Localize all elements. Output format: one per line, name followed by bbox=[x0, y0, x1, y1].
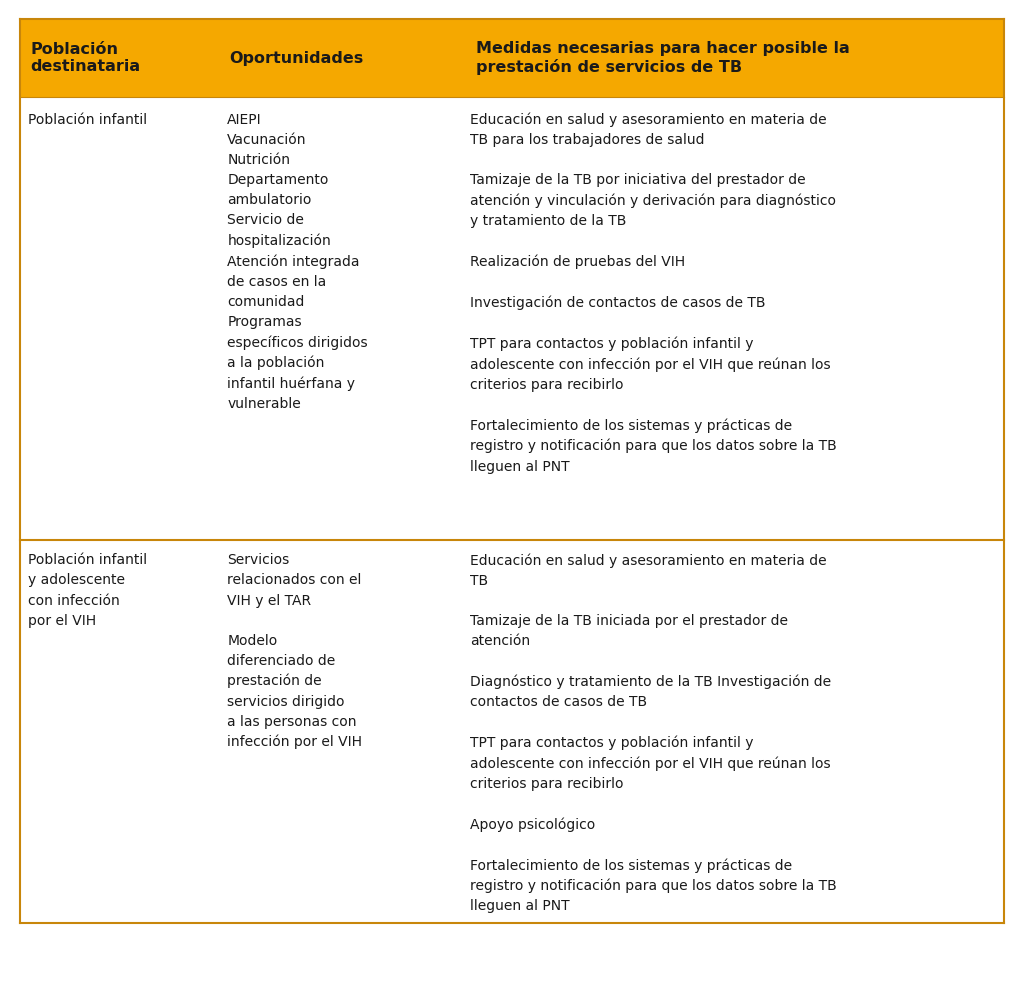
Text: Educación en salud y asesoramiento en materia de
TB para los trabajadores de sal: Educación en salud y asesoramiento en ma… bbox=[470, 113, 837, 473]
Bar bbox=[20, 540, 1004, 923]
Text: Población infantil
y adolescente
con infección
por el VIH: Población infantil y adolescente con inf… bbox=[29, 553, 147, 627]
Bar bbox=[20, 19, 1004, 97]
Text: Población
destinataria: Población destinataria bbox=[31, 41, 140, 74]
Text: AIEPI
Vacunación
Nutrición
Departamento
ambulatorio
Servicio de
hospitalización
: AIEPI Vacunación Nutrición Departamento … bbox=[227, 113, 368, 411]
Text: Servicios
relacionados con el
VIH y el TAR

Modelo
diferenciado de
prestación de: Servicios relacionados con el VIH y el T… bbox=[227, 553, 362, 750]
Text: Población infantil: Población infantil bbox=[29, 113, 147, 126]
Text: Educación en salud y asesoramiento en materia de
TB

Tamizaje de la TB iniciada : Educación en salud y asesoramiento en ma… bbox=[470, 553, 837, 914]
Text: Oportunidades: Oportunidades bbox=[229, 50, 364, 65]
Text: Medidas necesarias para hacer posible la
prestación de servicios de TB: Medidas necesarias para hacer posible la… bbox=[476, 41, 850, 75]
Bar bbox=[20, 97, 1004, 540]
